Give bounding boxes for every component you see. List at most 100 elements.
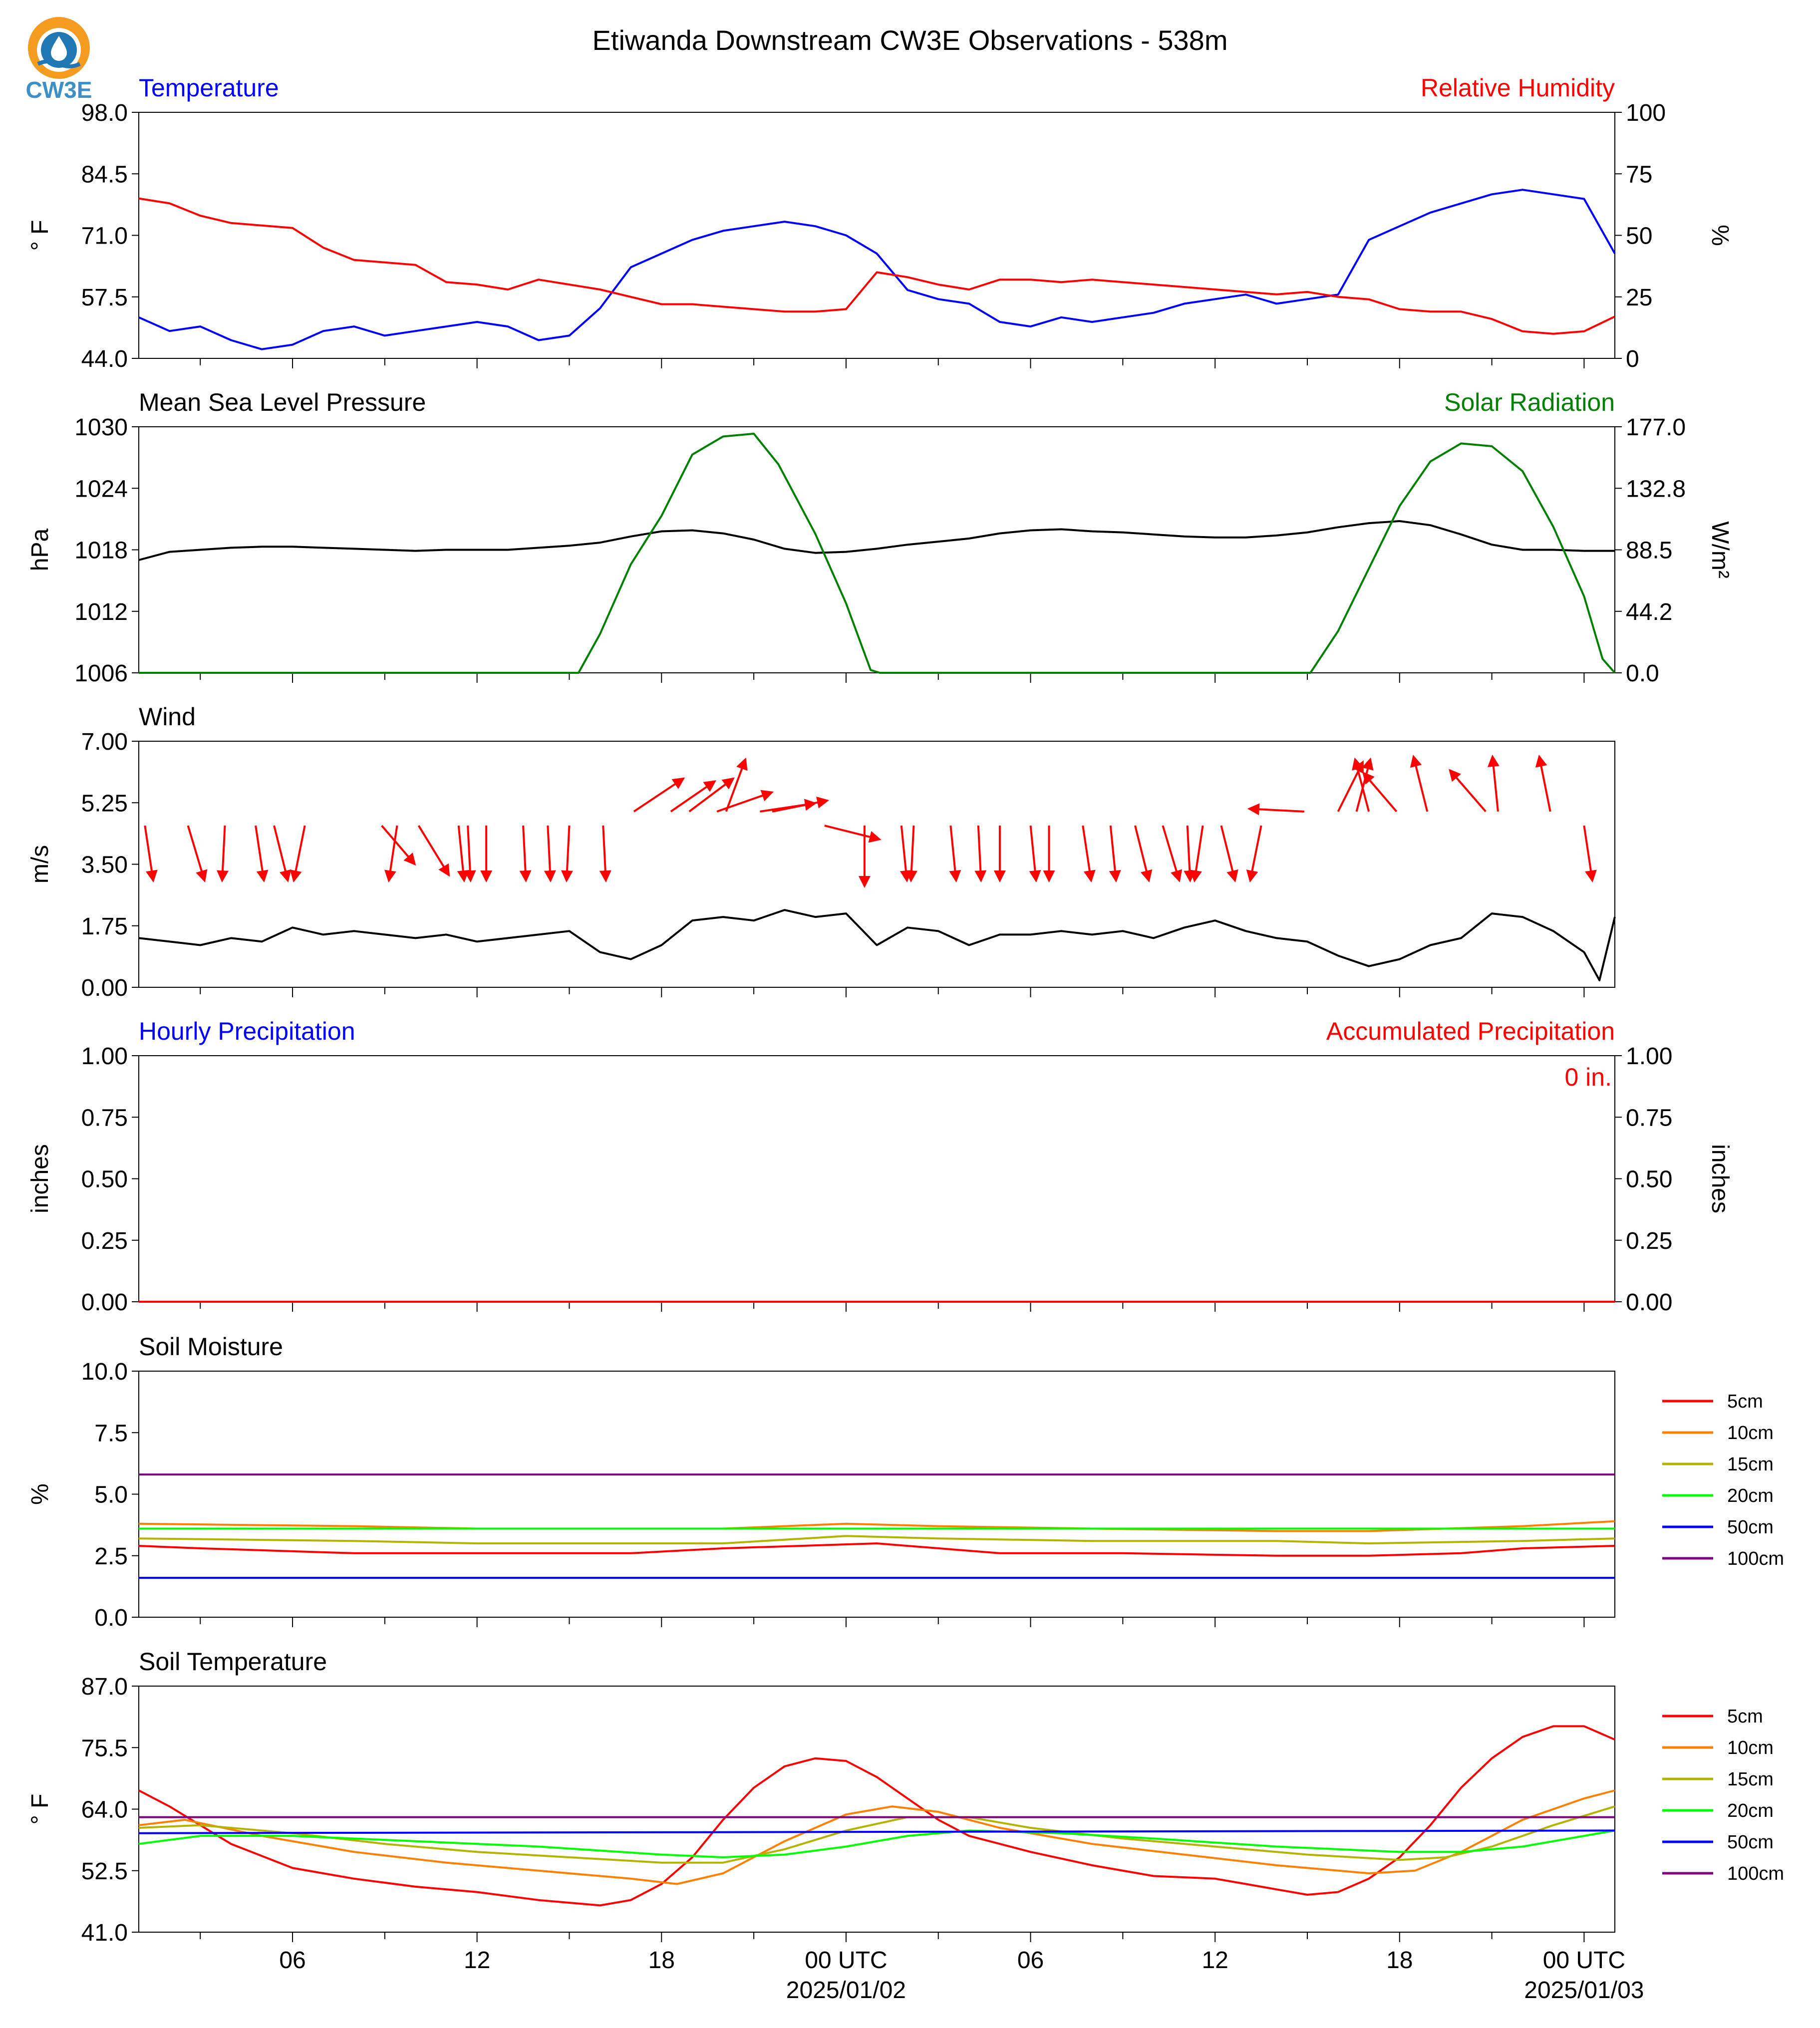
wind-arrow: [1362, 771, 1398, 813]
wind-arrow: [1190, 825, 1204, 882]
wind-arrow: [688, 777, 735, 813]
wind-arrow: [544, 825, 556, 883]
legend-label: 50cm: [1727, 1832, 1774, 1853]
x-tick-label: 06: [279, 1947, 305, 1974]
wind-arrow: [905, 825, 917, 883]
wind-arrow: [1535, 754, 1551, 812]
panel-4: Soil Moisture 0.0 2.5 5.0 7.5 10.0% 5cm 10cm 15c…: [27, 1333, 1784, 1631]
y2-tick-label: 177.0: [1626, 414, 1686, 441]
x-tick-label: 18: [1386, 1947, 1413, 1974]
panel-right-title: Solar Radiation: [1444, 388, 1615, 416]
series-line-0: [138, 189, 1616, 350]
y-tick-label: 75.5: [81, 1735, 128, 1761]
y2-tick-label: 0.25: [1626, 1228, 1672, 1254]
y2-tick-label: 44.2: [1626, 599, 1672, 625]
y2-axis-label: W/m²: [1707, 521, 1733, 579]
y2-tick-label: 132.8: [1626, 476, 1686, 502]
wind-arrow: [1220, 825, 1238, 882]
wind-arrow: [417, 825, 450, 877]
y-tick-label: 1024: [74, 476, 128, 502]
series-line-0: [138, 520, 1615, 561]
y-tick-label: 3.50: [81, 852, 128, 878]
x-tick-label: 12: [1202, 1947, 1228, 1974]
y2-tick-label: 0.00: [1626, 1289, 1672, 1316]
accumulated-total: 0 in.: [1564, 1063, 1612, 1091]
legend-label: 5cm: [1727, 1391, 1763, 1412]
series-line-1: [139, 432, 1616, 674]
y-tick-label: 2.5: [94, 1543, 128, 1570]
y2-axis-label: inches: [1707, 1144, 1733, 1213]
y-tick-label: 1030: [74, 414, 128, 441]
legend-label: 20cm: [1727, 1485, 1774, 1506]
y-axis-label: ° F: [27, 1794, 53, 1825]
y-tick-label: 1.00: [81, 1043, 128, 1070]
wind-arrow: [1109, 825, 1121, 883]
legend-label: 15cm: [1727, 1769, 1774, 1790]
y-tick-label: 1012: [74, 599, 128, 625]
y2-tick-label: 50: [1626, 223, 1652, 250]
y-tick-label: 0.00: [81, 975, 128, 1001]
y2-tick-label: 1.00: [1626, 1043, 1672, 1070]
y-tick-label: 41.0: [81, 1920, 128, 1946]
panel-5: Soil Temperature 41.0 52.5 64.0 75.5 87.0 ° F 5…: [27, 1648, 1784, 1946]
panel-right-title: Relative Humidity: [1421, 74, 1615, 102]
y-tick-label: 0.0: [94, 1605, 128, 1631]
wind-arrow: [1082, 825, 1096, 882]
y2-tick-label: 0.50: [1626, 1166, 1672, 1193]
wind-arrow: [1352, 757, 1370, 812]
x-date-label: 2025/01/02: [786, 1977, 906, 2004]
series-line-2: [138, 1535, 1615, 1545]
panel-1: Mean Sea Level Pressure Solar Radiation 10…: [27, 388, 1733, 687]
series-line-0: [138, 1542, 1615, 1557]
series-line-3: [138, 1829, 1615, 1858]
y-tick-label: 52.5: [81, 1858, 128, 1885]
series-line-1: [138, 1789, 1615, 1885]
y-axis-label: ° F: [27, 220, 53, 251]
wind-arrow: [519, 825, 532, 883]
panel-3: Hourly Precipitation Accumulated Precipit…: [27, 1017, 1733, 1316]
y-tick-label: 5.0: [94, 1482, 128, 1508]
panel-left-title: Hourly Precipitation: [139, 1017, 355, 1045]
x-tick-label: 00 UTC: [1543, 1947, 1625, 1974]
y-tick-label: 0.75: [81, 1105, 128, 1131]
legend-label: 10cm: [1727, 1738, 1774, 1758]
y-tick-label: 57.5: [81, 285, 128, 311]
panels: Temperature Relative Humidity 44.0 57.5 71.0…: [27, 74, 1784, 2004]
y-axis-label: inches: [27, 1144, 53, 1213]
y-tick-label: 71.0: [81, 223, 128, 250]
wind-arrow: [384, 825, 398, 882]
y-axis-label: hPa: [27, 528, 53, 571]
y-tick-label: 1018: [74, 538, 128, 564]
panel-left-title: Mean Sea Level Pressure: [139, 388, 426, 416]
y2-tick-label: 75: [1626, 161, 1652, 188]
wind-arrow: [144, 825, 158, 882]
panel-right-title: Accumulated Precipitation: [1326, 1017, 1615, 1045]
panel-left-title: Soil Moisture: [139, 1333, 283, 1361]
panel-left-title: Temperature: [139, 74, 279, 102]
wind-arrow: [381, 825, 416, 866]
y2-tick-label: 0.0: [1626, 660, 1659, 687]
x-date-label: 2025/01/03: [1524, 1977, 1644, 2004]
panel-left-title: Wind: [139, 703, 196, 731]
figure-title: Etiwanda Downstream CW3E Observations - …: [593, 24, 1228, 56]
wind-arrow: [1583, 825, 1597, 882]
logo-text: CW3E: [26, 77, 92, 103]
wind-arrow: [273, 825, 292, 882]
wind-arrow: [974, 825, 987, 883]
series-line-1: [138, 197, 1615, 335]
legend-label: 100cm: [1727, 1548, 1784, 1569]
y-tick-label: 0.50: [81, 1166, 128, 1193]
wind-arrow: [772, 797, 829, 813]
wind-arrow: [1246, 825, 1262, 882]
y-tick-label: 5.25: [81, 790, 128, 817]
wind-arrow: [670, 780, 717, 813]
legend-label: 20cm: [1727, 1800, 1774, 1821]
y2-tick-label: 0.75: [1626, 1105, 1672, 1131]
wind-arrow: [725, 757, 748, 812]
wind-arrow: [824, 825, 882, 843]
wind-arrow: [1184, 825, 1196, 883]
logo-wave-icon: [37, 59, 81, 68]
wind-arrow: [290, 825, 306, 882]
y2-tick-label: 88.5: [1626, 538, 1672, 564]
